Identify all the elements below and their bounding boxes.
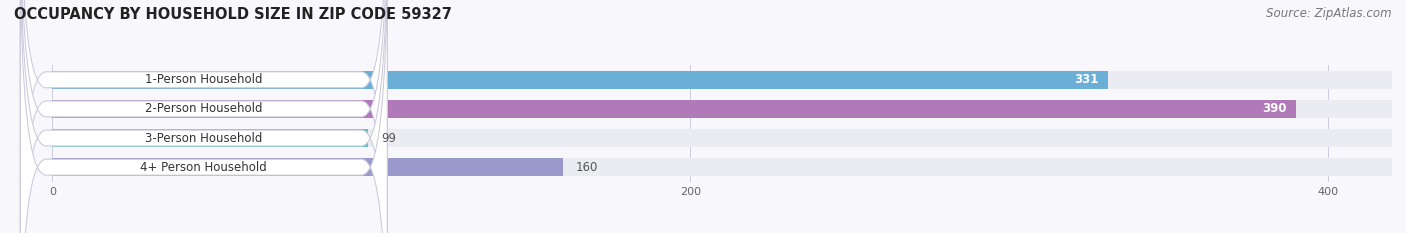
Text: 331: 331: [1074, 73, 1098, 86]
Text: 390: 390: [1263, 103, 1286, 115]
Text: 3-Person Household: 3-Person Household: [145, 132, 263, 144]
Bar: [52, 100, 1296, 118]
FancyBboxPatch shape: [21, 0, 387, 233]
Text: 99: 99: [381, 132, 396, 144]
Text: 160: 160: [575, 161, 598, 174]
Bar: [52, 71, 1108, 89]
Bar: [52, 100, 1392, 118]
FancyBboxPatch shape: [21, 0, 387, 233]
FancyBboxPatch shape: [21, 0, 387, 233]
Bar: [52, 158, 1392, 176]
Text: OCCUPANCY BY HOUSEHOLD SIZE IN ZIP CODE 59327: OCCUPANCY BY HOUSEHOLD SIZE IN ZIP CODE …: [14, 7, 451, 22]
Text: Source: ZipAtlas.com: Source: ZipAtlas.com: [1267, 7, 1392, 20]
Text: 2-Person Household: 2-Person Household: [145, 103, 263, 115]
Text: 4+ Person Household: 4+ Person Household: [141, 161, 267, 174]
FancyBboxPatch shape: [21, 0, 387, 233]
Bar: [52, 129, 368, 147]
Bar: [52, 71, 1392, 89]
Bar: [52, 158, 562, 176]
Bar: [52, 129, 1392, 147]
Text: 1-Person Household: 1-Person Household: [145, 73, 263, 86]
